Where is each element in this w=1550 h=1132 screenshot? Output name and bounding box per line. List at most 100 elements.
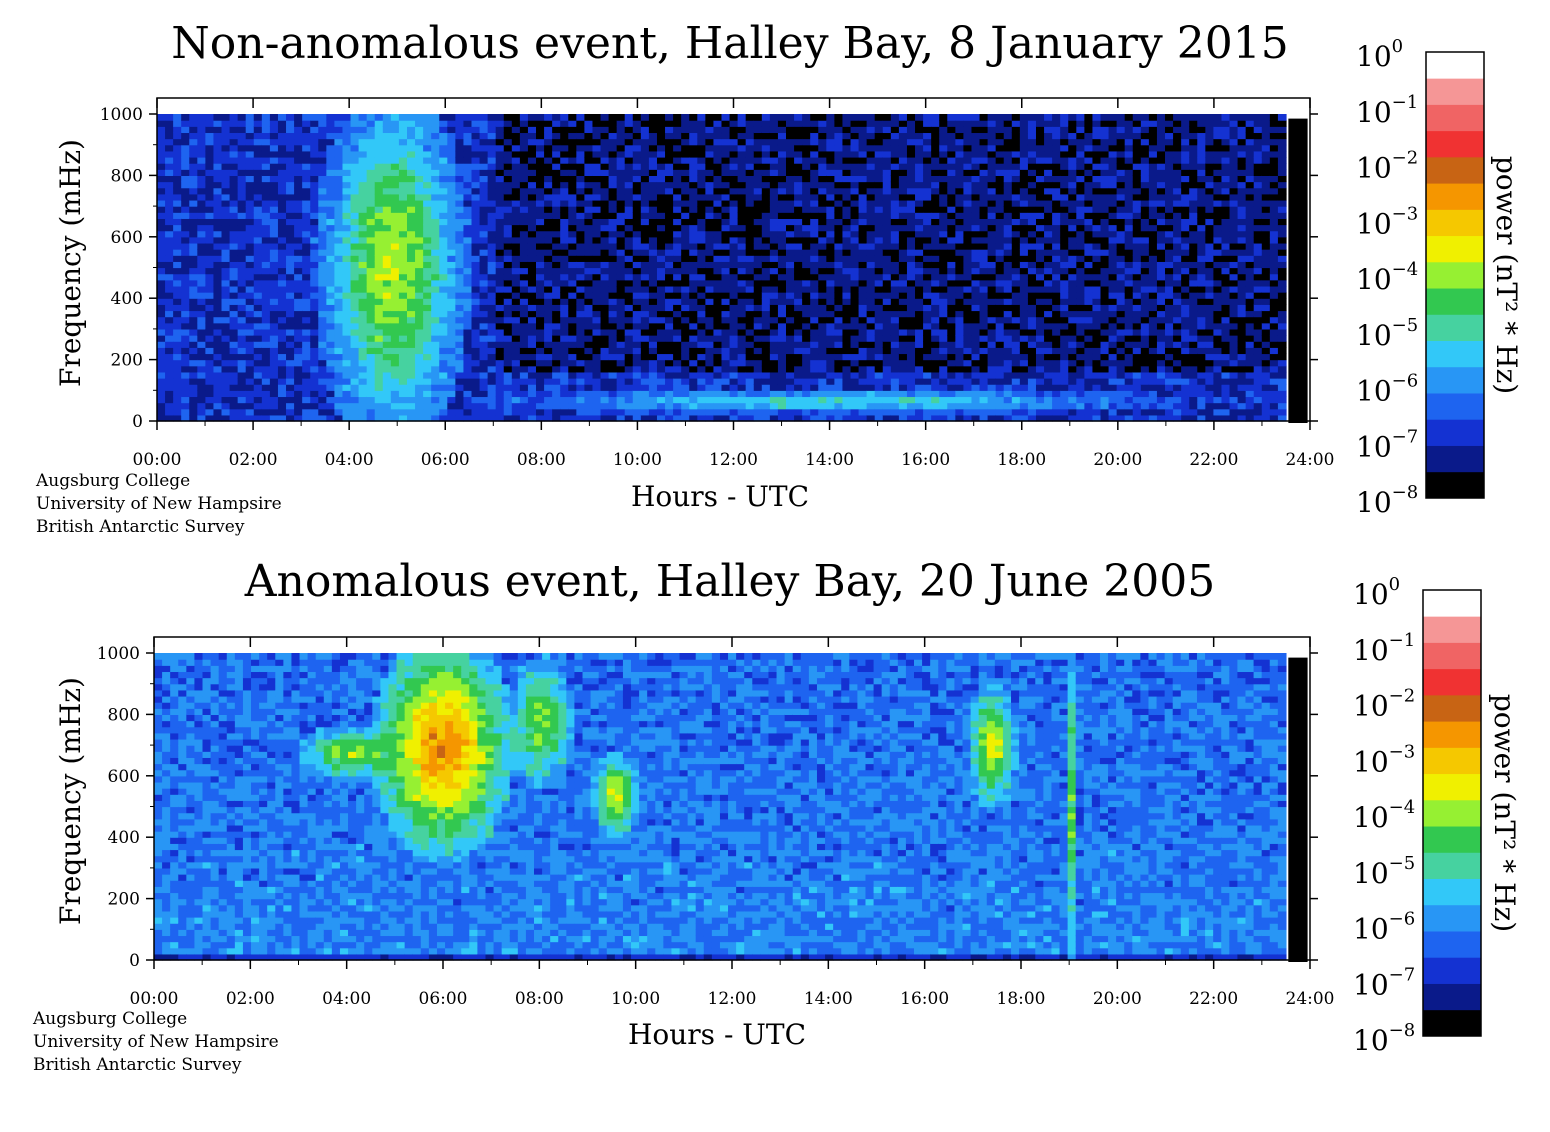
heatmap-cell — [939, 396, 948, 404]
heatmap-cell — [665, 175, 674, 183]
heatmap-cell — [600, 390, 610, 398]
heatmap-cell — [866, 150, 876, 158]
heatmap-cell — [931, 187, 940, 195]
heatmap-cell — [527, 359, 537, 367]
heatmap-cell — [519, 175, 529, 183]
heatmap-cell — [261, 316, 271, 324]
heatmap-cell — [495, 279, 505, 287]
heatmap-cell — [882, 175, 892, 183]
heatmap-cell — [382, 335, 392, 342]
heatmap-cell — [536, 310, 545, 318]
heatmap-cell — [834, 163, 844, 170]
heatmap-cell — [479, 212, 489, 219]
heatmap-cell — [915, 347, 924, 355]
heatmap-cell — [398, 126, 408, 134]
heatmap-cell — [415, 249, 424, 256]
heatmap-cell — [665, 144, 674, 152]
heatmap-cell — [640, 242, 650, 250]
heatmap-cell — [713, 371, 723, 379]
heatmap-cell — [568, 236, 577, 244]
heatmap-cell — [157, 298, 166, 305]
heatmap-cell — [665, 218, 674, 226]
heatmap-cell — [705, 181, 715, 189]
heatmap-cell — [221, 193, 231, 201]
heatmap-cell — [915, 310, 924, 318]
heatmap-cell — [576, 402, 585, 410]
heatmap-cell — [656, 120, 666, 127]
heatmap-cell — [786, 187, 795, 195]
heatmap-cell — [648, 132, 658, 140]
heatmap-cell — [713, 335, 723, 342]
heatmap-cell — [802, 353, 811, 361]
heatmap-cell — [874, 163, 884, 170]
heatmap-cell — [576, 396, 585, 404]
heatmap-cell — [326, 114, 336, 121]
heatmap-cell — [834, 328, 844, 336]
heatmap-cell — [923, 328, 932, 336]
heatmap-cell — [261, 120, 271, 127]
heatmap-cell — [398, 144, 408, 152]
heatmap-cell — [915, 322, 924, 330]
heatmap-cell — [842, 390, 852, 398]
heatmap-cell — [471, 175, 481, 183]
heatmap-cell — [689, 371, 698, 379]
heatmap-cell — [366, 218, 376, 226]
heatmap-cell — [173, 206, 182, 213]
heatmap-cell — [600, 144, 610, 152]
heatmap-cell — [681, 396, 690, 404]
heatmap-cell — [503, 347, 513, 355]
heatmap-cell — [600, 230, 610, 238]
heatmap-cell — [173, 414, 182, 422]
heatmap-cell — [713, 267, 723, 275]
heatmap-cell — [229, 402, 239, 410]
heatmap-cell — [850, 408, 860, 416]
heatmap-cell — [221, 199, 231, 207]
heatmap-cell — [915, 150, 924, 158]
heatmap-cell — [648, 126, 658, 134]
heatmap-cell — [713, 390, 723, 398]
heatmap-cell — [737, 150, 747, 158]
heatmap-cell — [737, 365, 747, 373]
heatmap-cell — [592, 224, 602, 232]
heatmap-cell — [536, 120, 545, 127]
heatmap-cell — [939, 261, 948, 269]
heatmap-cell — [713, 359, 723, 367]
heatmap-cell — [616, 144, 626, 152]
heatmap-cell — [261, 384, 271, 391]
heatmap-cell — [189, 150, 198, 158]
heatmap-cell — [229, 365, 239, 373]
heatmap-cell — [931, 378, 940, 385]
heatmap-cell — [632, 236, 642, 244]
heatmap-cell — [769, 335, 779, 342]
heatmap-cell — [415, 371, 424, 379]
heatmap-cell — [245, 126, 255, 134]
heatmap-cell — [616, 328, 626, 336]
heatmap-cell — [826, 163, 835, 170]
heatmap-cell — [890, 163, 900, 170]
heatmap-cell — [366, 181, 376, 189]
heatmap-cell — [898, 138, 908, 146]
heatmap-cell — [261, 371, 271, 379]
heatmap-cell — [842, 304, 852, 312]
heatmap-cell — [705, 169, 715, 176]
heatmap-cell — [173, 132, 182, 140]
heatmap-cell — [237, 199, 247, 207]
heatmap-cell — [213, 224, 223, 232]
heatmap-cell — [350, 402, 360, 410]
heatmap-cell — [656, 273, 666, 281]
heatmap-cell — [769, 261, 779, 269]
heatmap-cell — [455, 150, 465, 158]
heatmap-cell — [398, 371, 408, 379]
heatmap-cell — [826, 199, 835, 207]
heatmap-cell — [858, 126, 868, 134]
heatmap-cell — [519, 371, 529, 379]
heatmap-cell — [527, 249, 537, 256]
heatmap-cell — [882, 402, 892, 410]
heatmap-cell — [358, 242, 368, 250]
heatmap-cell — [834, 120, 844, 127]
heatmap-cell — [640, 236, 650, 244]
heatmap-cell — [890, 169, 900, 176]
heatmap-cell — [882, 230, 892, 238]
heatmap-cell — [318, 316, 327, 324]
heatmap-cell — [737, 279, 747, 287]
